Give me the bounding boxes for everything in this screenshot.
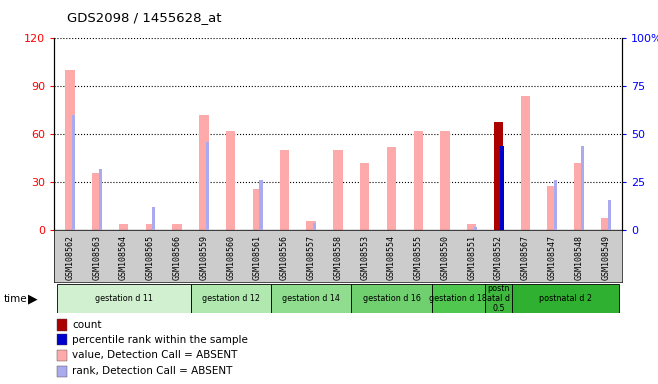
Bar (57, 284, 191, 313)
Bar (333, 151, 343, 230)
Bar (191, 284, 271, 313)
Bar (581, 146, 584, 230)
Text: GSM108565: GSM108565 (146, 235, 155, 280)
Text: GSM108557: GSM108557 (307, 235, 316, 280)
Bar (92, 173, 101, 230)
Bar (467, 224, 476, 230)
Text: GSM108548: GSM108548 (574, 235, 584, 280)
Bar (501, 146, 503, 230)
Text: GSM108550: GSM108550 (440, 235, 449, 280)
Text: GSM108558: GSM108558 (334, 235, 342, 280)
Bar (280, 151, 289, 230)
Bar (520, 96, 530, 230)
Text: postn
atal d
0.5: postn atal d 0.5 (487, 284, 510, 313)
Bar (152, 207, 155, 230)
Bar (57, 350, 67, 361)
Bar (65, 70, 75, 230)
Bar (574, 163, 584, 230)
Text: GSM108553: GSM108553 (360, 235, 369, 280)
Bar (57, 366, 67, 377)
Bar (440, 131, 449, 230)
Text: percentile rank within the sample: percentile rank within the sample (72, 334, 248, 344)
Text: GSM108552: GSM108552 (494, 235, 503, 280)
Text: GSM108551: GSM108551 (467, 235, 476, 280)
Bar (512, 284, 619, 313)
Bar (253, 189, 263, 230)
Bar (432, 284, 485, 313)
Bar (72, 115, 75, 230)
Text: GSM108567: GSM108567 (521, 235, 530, 280)
Bar (607, 200, 611, 230)
Text: value, Detection Call = ABSENT: value, Detection Call = ABSENT (72, 351, 238, 361)
Text: count: count (72, 320, 101, 330)
Text: GSM108555: GSM108555 (414, 235, 422, 280)
Bar (494, 122, 503, 230)
Bar (199, 115, 209, 230)
Text: gestation d 18: gestation d 18 (430, 294, 488, 303)
Bar (145, 224, 155, 230)
Text: gestation d 14: gestation d 14 (282, 294, 340, 303)
Bar (474, 227, 477, 230)
Bar (485, 284, 512, 313)
Bar (387, 147, 396, 230)
Text: postnatal d 2: postnatal d 2 (539, 294, 592, 303)
Bar (119, 224, 128, 230)
Bar (172, 224, 182, 230)
Bar (413, 131, 423, 230)
Text: GSM108564: GSM108564 (119, 235, 128, 280)
Text: GSM108562: GSM108562 (66, 235, 74, 280)
Bar (99, 169, 102, 230)
Bar (206, 142, 209, 230)
Text: GSM108556: GSM108556 (280, 235, 289, 280)
Text: GSM108547: GSM108547 (547, 235, 557, 280)
Bar (601, 218, 611, 230)
Bar (313, 223, 316, 230)
Text: GSM108561: GSM108561 (253, 235, 262, 280)
Text: GSM108563: GSM108563 (92, 235, 101, 280)
Text: GSM108560: GSM108560 (226, 235, 236, 280)
Text: GSM108566: GSM108566 (172, 235, 182, 280)
Text: GSM108559: GSM108559 (199, 235, 209, 280)
Text: gestation d 16: gestation d 16 (363, 294, 420, 303)
Text: rank, Detection Call = ABSENT: rank, Detection Call = ABSENT (72, 366, 232, 376)
Text: gestation d 12: gestation d 12 (202, 294, 260, 303)
Bar (271, 284, 351, 313)
Bar (226, 131, 236, 230)
Bar (307, 221, 316, 230)
Bar (360, 163, 369, 230)
Bar (351, 284, 432, 313)
Bar (547, 185, 557, 230)
Text: time: time (3, 294, 27, 304)
Bar (57, 334, 67, 345)
Text: ▶: ▶ (28, 292, 38, 305)
Text: gestation d 11: gestation d 11 (95, 294, 153, 303)
Bar (259, 180, 263, 230)
Bar (554, 180, 557, 230)
Text: GSM108549: GSM108549 (601, 235, 610, 280)
Text: GSM108554: GSM108554 (387, 235, 396, 280)
Text: GDS2098 / 1455628_at: GDS2098 / 1455628_at (67, 12, 222, 25)
Bar (57, 319, 67, 331)
